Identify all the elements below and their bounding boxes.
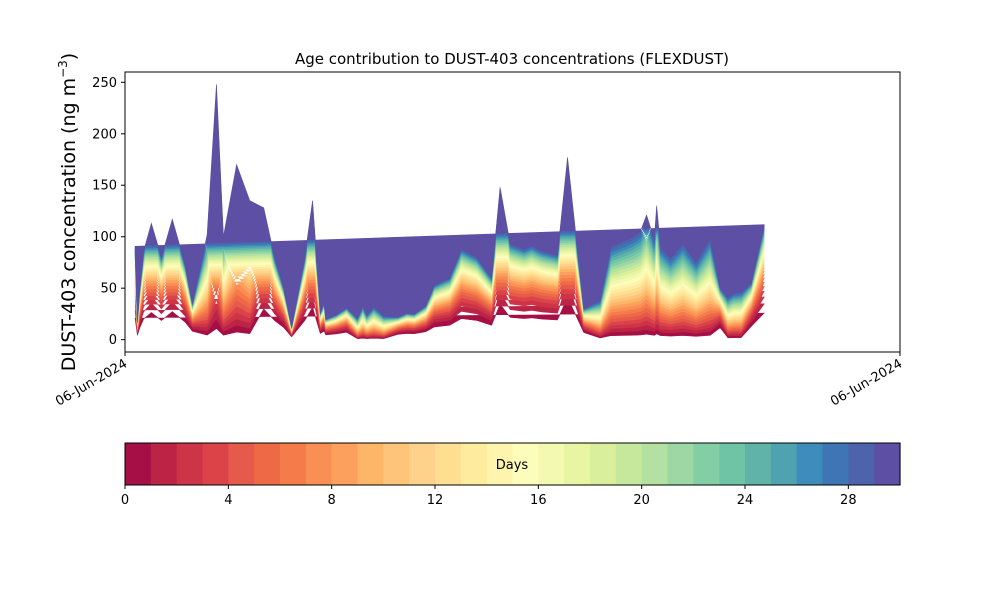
- plot-frame: [124, 71, 901, 353]
- y-tick-label: 150: [92, 179, 117, 194]
- colorbar-swatch: [150, 443, 178, 485]
- chart-title: Age contribution to DUST-403 concentrati…: [295, 50, 729, 68]
- age-band-area: [134, 84, 765, 328]
- colorbar-swatch: [667, 443, 694, 485]
- y-tick-label: 200: [92, 127, 117, 142]
- colorbar-frame: [124, 442, 901, 486]
- colorbar-swatch: [564, 443, 591, 485]
- y-axis-label: DUST-403 concentration (ng m−3): [56, 53, 80, 371]
- colorbar-swatch: [202, 443, 229, 485]
- y-tick-label: 100: [92, 230, 117, 245]
- colorbar-swatch: [822, 443, 849, 485]
- colorbar-tick-label: 16: [530, 493, 547, 508]
- colorbar-tick-label: 20: [633, 493, 650, 508]
- x-axis: 06-Jun-2024 06-Jun-2024: [53, 352, 905, 409]
- y-axis: 0 50 100 150 200 250: [92, 76, 125, 348]
- colorbar-swatch: [435, 443, 462, 485]
- colorbar-swatch: [590, 443, 617, 485]
- y-tick-label: 50: [100, 282, 117, 297]
- colorbar-swatch: [770, 443, 798, 485]
- colorbar-swatch: [641, 443, 669, 485]
- x-tick-label: 06-Jun-2024: [828, 356, 905, 409]
- colorbar-swatch: [745, 443, 772, 485]
- days-colorbar: 0 4 8 12 16 20 24 28: [121, 442, 901, 508]
- colorbar-swatch: [719, 443, 746, 485]
- colorbar-tick-label: 8: [328, 493, 336, 508]
- colorbar-swatch: [176, 443, 204, 485]
- colorbar-swatch: [512, 443, 539, 485]
- colorbar-tick-label: 24: [737, 493, 754, 508]
- colorbar-swatch: [331, 443, 359, 485]
- y-tick-label: 250: [92, 76, 117, 91]
- colorbar-swatch: [280, 443, 307, 485]
- colorbar-swatch: [460, 443, 488, 485]
- colorbar-swatch: [693, 443, 720, 485]
- colorbar-swatch: [409, 443, 436, 485]
- colorbar-swatch: [125, 443, 152, 485]
- colorbar-swatch: [796, 443, 824, 485]
- colorbar-swatch: [254, 443, 281, 485]
- colorbar-swatch: [357, 443, 384, 485]
- colorbar-swatch: [538, 443, 565, 485]
- colorbar-tick-label: 0: [121, 493, 129, 508]
- colorbar-swatch: [848, 443, 875, 485]
- age-contribution-areas: [134, 84, 765, 340]
- colorbar-swatch: [305, 443, 333, 485]
- colorbar-swatch: [874, 443, 901, 485]
- colorbar-swatch: [228, 443, 255, 485]
- y-tick-label: 0: [109, 333, 117, 348]
- colorbar-label: Days: [496, 458, 529, 473]
- colorbar-tick-label: 4: [224, 493, 232, 508]
- colorbar-tick-label: 28: [840, 493, 857, 508]
- colorbar-swatch: [383, 443, 410, 485]
- colorbar-swatch: [615, 443, 643, 485]
- colorbar-tick-label: 12: [427, 493, 444, 508]
- colorbar-swatch: [486, 443, 514, 485]
